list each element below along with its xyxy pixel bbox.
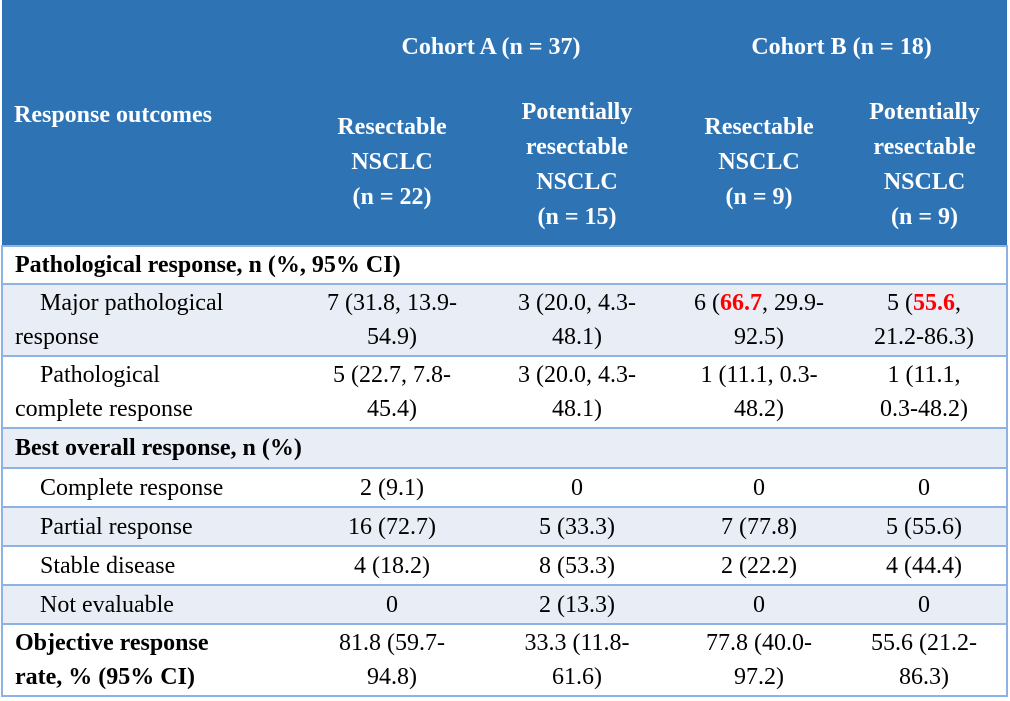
table-row-major-pathological-response: Major pathological response 7 (31.8, 13.… <box>1 283 1009 357</box>
cell: 6 (66.7, 29.9- 92.5) <box>676 283 843 357</box>
cell: 0 <box>676 467 843 508</box>
cell: 8 (53.3) <box>478 545 677 586</box>
cell: 5 (55.6) <box>842 506 1009 547</box>
table-row-pathological-complete-response: Pathological complete response 5 (22.7, … <box>1 355 1009 429</box>
cell: 33.3 (11.8- 61.6) <box>478 623 677 697</box>
cohort-b-header: Cohort B (n = 18) <box>676 0 1008 95</box>
cell-text: 5 ( <box>887 290 914 316</box>
cell: 5 (22.7, 7.8- 45.4) <box>306 355 478 429</box>
cell: 1 (11.1, 0.3-48.2) <box>842 355 1009 429</box>
header-subgroup-row: Resectable NSCLC (n = 22) Potentially re… <box>2 95 1008 246</box>
subgroup-b-potentially-resectable: Potentially resectable NSCLC (n = 9) <box>842 95 1008 246</box>
cell: 4 (44.4) <box>842 545 1009 586</box>
table-row-stable-disease: Stable disease 4 (18.2) 8 (53.3) 2 (22.2… <box>1 545 1009 586</box>
cell: 4 (18.2) <box>306 545 478 586</box>
cell-text: , 21.2-86.3) <box>874 290 974 350</box>
section-label: Pathological response, n (%, 95% CI) <box>0 245 1009 285</box>
highlighted-value: 55.6 <box>913 290 956 316</box>
cell: 3 (20.0, 4.3- 48.1) <box>478 283 677 357</box>
cell: 77.8 (40.0- 97.2) <box>676 623 843 697</box>
cell: 7 (31.8, 13.9- 54.9) <box>306 283 478 357</box>
row-label: Objective response rate, % (95% CI) <box>1 623 306 697</box>
row-label: Partial response <box>1 506 306 547</box>
cell: 5 (33.3) <box>478 506 677 547</box>
row-label: Major pathological response <box>1 283 306 357</box>
cell: 81.8 (59.7- 94.8) <box>306 623 478 697</box>
subgroup-a-potentially-resectable: Potentially resectable NSCLC (n = 15) <box>478 95 677 246</box>
row-label: Stable disease <box>1 545 306 586</box>
cell: 16 (72.7) <box>306 506 478 547</box>
cell: 3 (20.0, 4.3- 48.1) <box>478 355 677 429</box>
section-pathological-response: Pathological response, n (%, 95% CI) <box>0 245 1009 285</box>
cell: 1 (11.1, 0.3- 48.2) <box>676 355 843 429</box>
row-label: Complete response <box>1 467 306 508</box>
subgroup-a-resectable: Resectable NSCLC (n = 22) <box>306 95 478 246</box>
cell: 2 (22.2) <box>676 545 843 586</box>
table-row-complete-response: Complete response 2 (9.1) 0 0 0 <box>1 467 1009 508</box>
cell: 2 (9.1) <box>306 467 478 508</box>
cell: 55.6 (21.2- 86.3) <box>842 623 1009 697</box>
row-label: Pathological complete response <box>1 355 306 429</box>
cell: 2 (13.3) <box>478 584 677 625</box>
cell: 0 <box>478 467 677 508</box>
cell: 0 <box>306 584 478 625</box>
cell-text: , 29.9- 92.5) <box>734 290 825 350</box>
highlighted-value: 66.7 <box>720 290 763 316</box>
cell: 0 <box>842 584 1009 625</box>
cell: 5 (55.6, 21.2-86.3) <box>842 283 1009 357</box>
row-label-header: Response outcomes <box>2 0 306 246</box>
table-row-not-evaluable: Not evaluable 0 2 (13.3) 0 0 <box>1 584 1009 625</box>
cell: 0 <box>676 584 843 625</box>
table-row-objective-response-rate: Objective response rate, % (95% CI) 81.8… <box>1 623 1009 697</box>
subgroup-b-resectable: Resectable NSCLC (n = 9) <box>676 95 843 246</box>
cell: 7 (77.8) <box>676 506 843 547</box>
header-cohort-row: Response outcomes Cohort A (n = 37) Coho… <box>2 0 1008 246</box>
row-label: Not evaluable <box>1 584 306 625</box>
section-label: Best overall response, n (%) <box>0 427 1009 469</box>
cohort-a-header: Cohort A (n = 37) <box>306 0 677 95</box>
cell-text: 6 ( <box>694 290 721 316</box>
section-best-overall-response: Best overall response, n (%) <box>0 427 1009 469</box>
table-row-partial-response: Partial response 16 (72.7) 5 (33.3) 7 (7… <box>1 506 1009 547</box>
cell: 0 <box>842 467 1009 508</box>
